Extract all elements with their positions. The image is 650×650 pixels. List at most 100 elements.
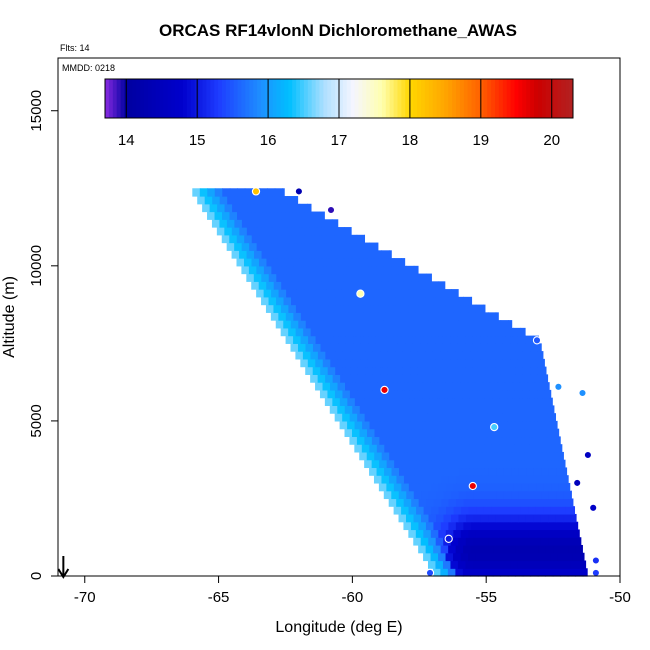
field-cell [416, 459, 425, 469]
field-cell [522, 389, 531, 399]
field-cell [381, 273, 390, 282]
colorbar-swatch [311, 79, 317, 118]
field-cell [229, 234, 238, 244]
field-cell [485, 544, 494, 554]
field-cell [296, 281, 305, 290]
field-cell [403, 498, 412, 507]
colorbar-swatch [463, 79, 469, 118]
field-cell [556, 420, 558, 430]
field-cell [281, 258, 290, 267]
field-cell [360, 312, 369, 321]
field-cell [251, 281, 260, 290]
field-cell [404, 405, 413, 414]
field-cell [462, 343, 471, 352]
field-cell [349, 234, 358, 244]
field-cell [483, 552, 492, 562]
colorbar-swatch [151, 79, 157, 118]
field-cell [251, 211, 261, 220]
field-cell [357, 343, 367, 352]
field-cell [386, 459, 395, 469]
field-cell [384, 420, 393, 430]
sample-point [554, 382, 563, 391]
field-cell [542, 397, 551, 406]
field-cell [495, 560, 504, 569]
field-cell [363, 327, 372, 337]
field-cell [460, 529, 469, 538]
field-cell [552, 413, 557, 422]
field-cell [278, 289, 287, 298]
field-cell [540, 560, 549, 569]
field-cell [466, 467, 475, 476]
field-cell [251, 258, 260, 267]
field-cell [463, 544, 472, 554]
field-cell [222, 188, 231, 197]
field-cell [519, 374, 529, 383]
field-cell [408, 482, 417, 492]
field-cell [382, 358, 391, 368]
field-cell [553, 475, 562, 484]
field-cell [348, 327, 357, 337]
field-cell [456, 475, 465, 484]
field-cell [429, 444, 438, 453]
field-cell [488, 537, 497, 546]
field-cell [293, 289, 302, 298]
field-cell [468, 506, 477, 515]
field-cell [313, 296, 322, 306]
field-cell [431, 436, 440, 445]
field-cell [578, 537, 582, 546]
field-cell [281, 281, 290, 290]
field-cell [460, 304, 469, 313]
field-cell [319, 234, 328, 244]
field-cell [298, 273, 307, 282]
field-cell [303, 327, 312, 337]
field-cell [337, 382, 346, 391]
field-cell [387, 389, 396, 399]
field-cell [432, 568, 441, 577]
field-cell [428, 537, 437, 546]
field-cell [340, 327, 349, 337]
field-cell [393, 482, 402, 492]
colorbar-swatch [268, 79, 274, 118]
field-cell [483, 506, 492, 515]
field-cell [384, 397, 393, 406]
field-cell [491, 436, 500, 445]
field-cell [249, 219, 258, 228]
field-cell [447, 366, 456, 375]
field-cell [446, 506, 455, 515]
field-cell [407, 374, 416, 383]
sample-point [589, 503, 598, 512]
colorbar-swatch [346, 79, 352, 118]
field-cell [519, 420, 528, 430]
field-cell [300, 358, 309, 368]
field-cell [530, 544, 539, 554]
field-cell [535, 529, 544, 538]
field-cell [382, 405, 391, 414]
field-cell [479, 405, 488, 414]
field-cell [470, 343, 479, 352]
field-cell [563, 490, 572, 500]
field-cell [488, 467, 498, 476]
field-cell [248, 265, 257, 275]
field-cell [500, 320, 509, 329]
field-cell [441, 498, 450, 507]
field-cell [452, 420, 461, 430]
field-cell [454, 459, 463, 469]
field-cell [209, 203, 218, 213]
field-cell [522, 366, 531, 375]
field-cell [366, 250, 375, 259]
field-cell [485, 366, 494, 375]
field-cell [441, 475, 450, 484]
colorbar-swatch [163, 79, 168, 118]
field-cell [551, 436, 560, 445]
field-cell [424, 389, 433, 399]
field-cell [490, 351, 499, 360]
field-cell [356, 258, 365, 267]
field-cell [353, 335, 362, 344]
field-cell [422, 397, 431, 406]
field-cell [403, 296, 412, 306]
field-cell [548, 513, 557, 523]
field-cell [313, 320, 322, 329]
field-cell [320, 296, 330, 306]
field-cell [510, 560, 519, 569]
field-cell [536, 482, 545, 492]
